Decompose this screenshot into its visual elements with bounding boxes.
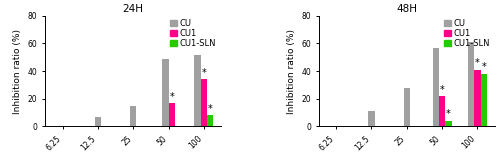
Legend: CU, CU1, CU1-SLN: CU, CU1, CU1-SLN: [442, 18, 491, 49]
Text: *: *: [208, 104, 212, 114]
Text: *: *: [170, 91, 174, 101]
Bar: [168, 103, 175, 126]
Bar: [194, 55, 200, 126]
Text: *: *: [446, 109, 451, 119]
Title: 24H: 24H: [122, 4, 144, 14]
Text: *: *: [475, 58, 480, 68]
Text: *: *: [440, 85, 444, 95]
Title: 48H: 48H: [396, 4, 417, 14]
Text: *: *: [202, 68, 206, 78]
Bar: [130, 106, 136, 126]
Y-axis label: Inhibition ratio (%): Inhibition ratio (%): [13, 29, 22, 114]
Bar: [207, 115, 214, 126]
Bar: [162, 59, 168, 126]
Bar: [200, 79, 207, 126]
Bar: [474, 70, 480, 126]
Bar: [445, 121, 452, 126]
Y-axis label: Inhibition ratio (%): Inhibition ratio (%): [286, 29, 296, 114]
Bar: [468, 42, 474, 126]
Bar: [404, 88, 410, 126]
Bar: [95, 117, 101, 126]
Text: *: *: [482, 62, 486, 73]
Bar: [432, 48, 439, 126]
Bar: [480, 74, 487, 126]
Bar: [368, 111, 374, 126]
Legend: CU, CU1, CU1-SLN: CU, CU1, CU1-SLN: [169, 18, 218, 49]
Bar: [439, 96, 445, 126]
